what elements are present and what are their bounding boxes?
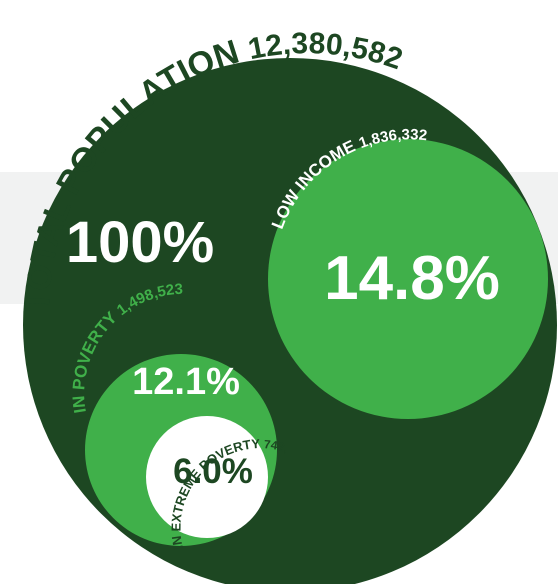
extreme-poverty-percent: 6.0% xyxy=(173,452,253,491)
in-poverty-percent: 12.1% xyxy=(132,361,240,403)
low-income-percent: 14.8% xyxy=(324,244,500,313)
total-population-percent: 100% xyxy=(66,210,214,275)
extreme-poverty-circle xyxy=(146,416,268,538)
low-income-circle xyxy=(268,139,548,419)
